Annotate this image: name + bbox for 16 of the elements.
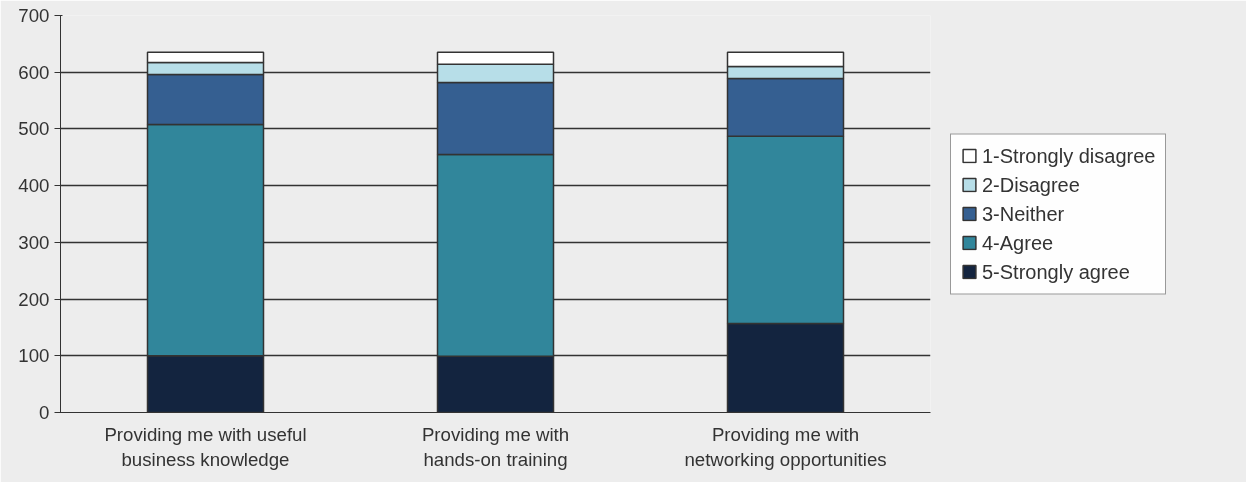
y-tick-label: 700 [18,5,50,26]
y-tick-label: 400 [18,175,50,197]
legend-label: 4-Agree [982,231,1054,254]
legend-label: 3-Neither [982,202,1065,225]
x-tick-label: Providing me with hands-on training [421,423,570,470]
y-tick-label: 100 [18,345,50,367]
legend-label: 2-Disagree [982,173,1080,196]
y-tick-label: 200 [18,288,50,310]
y-tick-label: 0 [39,402,50,423]
legend-label: 5-Strongly agree [982,260,1130,283]
y-tick-label: 600 [18,61,50,83]
x-tick-label: Providing me with useful business knowledge [104,423,307,470]
y-tick-label: 500 [18,118,50,140]
legend-label: 1-Strongly disagree [982,144,1156,167]
y-tick-label: 300 [18,231,50,253]
x-tick-label: Providing me with networking opportunities [684,423,887,470]
